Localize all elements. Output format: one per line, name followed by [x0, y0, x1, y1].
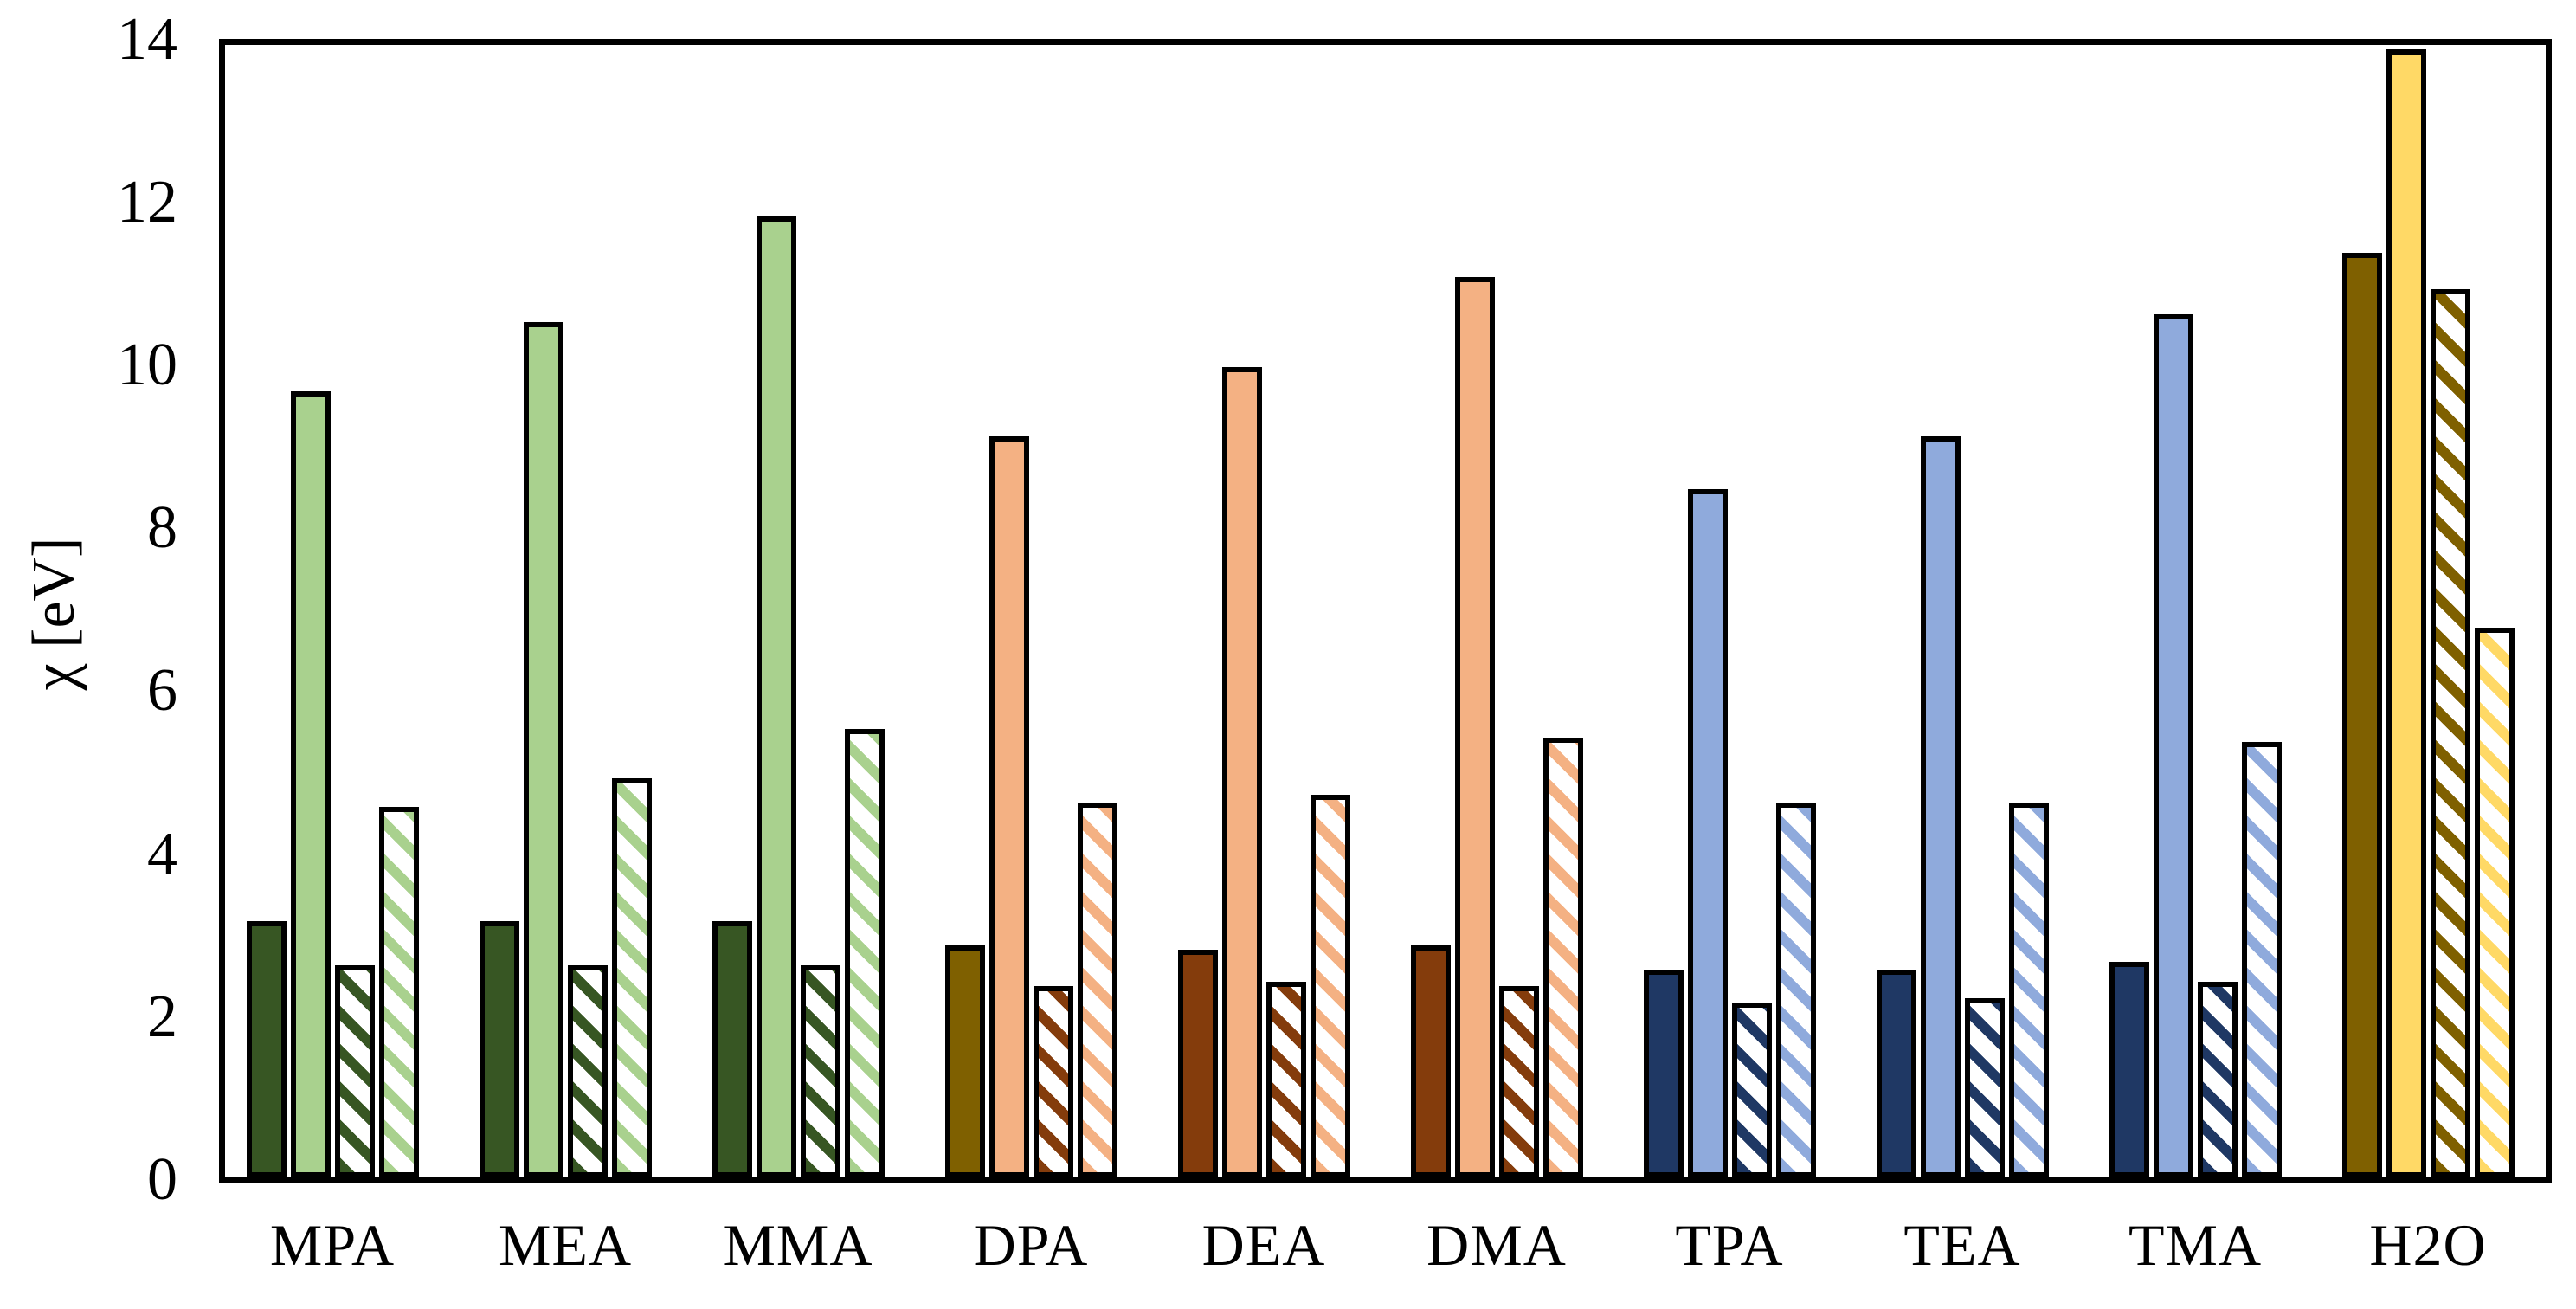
bar-h2o-dark-hatched — [2430, 289, 2470, 1177]
bar-mpa-light-solid — [290, 391, 331, 1177]
bar-h2o-light-hatched — [2474, 628, 2515, 1177]
bar-dpa-light-solid — [989, 436, 1029, 1177]
y-tick-label-14: 14 — [117, 6, 177, 73]
x-category-label-dpa: DPA — [973, 1212, 1089, 1278]
bar-dpa-dark-solid — [944, 945, 985, 1177]
x-category-label-dea: DEA — [1201, 1212, 1326, 1278]
y-tick-label-0: 0 — [147, 1146, 177, 1213]
bar-tma-dark-solid — [2109, 962, 2149, 1177]
bar-mpa-dark-solid — [246, 921, 287, 1177]
y-tick-label-12: 12 — [117, 169, 177, 235]
bar-mma-light-hatched — [844, 729, 885, 1177]
bar-tea-dark-hatched — [1964, 998, 2005, 1177]
bar-dea-light-solid — [1221, 367, 1262, 1177]
bar-tpa-dark-hatched — [1731, 1003, 1772, 1177]
bar-dma-light-solid — [1454, 277, 1495, 1177]
y-tick-label-6: 6 — [147, 657, 177, 724]
bar-tpa-light-hatched — [1775, 803, 1816, 1177]
bar-mea-dark-solid — [479, 921, 519, 1177]
bar-mpa-dark-hatched — [334, 965, 375, 1177]
y-tick-label-2: 2 — [147, 983, 177, 1050]
x-category-label-tea: TEA — [1903, 1212, 2021, 1278]
bar-dea-dark-hatched — [1265, 982, 1306, 1177]
bar-dma-light-hatched — [1542, 738, 1583, 1177]
bar-tea-light-solid — [1920, 436, 1961, 1177]
y-tick-label-4: 4 — [147, 821, 177, 887]
bar-mea-dark-hatched — [567, 965, 608, 1177]
bar-mma-dark-hatched — [800, 965, 840, 1177]
bar-h2o-light-solid — [2386, 49, 2426, 1177]
x-category-label-tpa: TPA — [1675, 1212, 1784, 1278]
bar-tma-light-solid — [2153, 314, 2193, 1177]
bar-tma-light-hatched — [2241, 742, 2282, 1177]
bar-dea-light-hatched — [1310, 795, 1350, 1177]
x-category-label-tma: TMA — [2128, 1212, 2263, 1278]
x-category-label-dma: DMA — [1426, 1212, 1567, 1278]
bar-mma-dark-solid — [712, 921, 752, 1177]
plot-area — [219, 39, 2552, 1183]
x-category-label-h2o: H2O — [2369, 1212, 2487, 1278]
x-category-label-mea: MEA — [498, 1212, 633, 1278]
y-tick-label-10: 10 — [117, 332, 177, 398]
bar-mma-light-solid — [756, 216, 796, 1177]
bar-dma-dark-hatched — [1498, 986, 1539, 1177]
x-category-label-mpa: MPA — [269, 1212, 396, 1278]
bar-dpa-dark-hatched — [1033, 986, 1073, 1177]
bar-tma-dark-hatched — [2197, 982, 2238, 1177]
bar-tpa-light-solid — [1687, 489, 1728, 1177]
bar-tea-light-hatched — [2008, 803, 2049, 1177]
bar-mea-light-hatched — [611, 778, 652, 1177]
x-category-label-mma: MMA — [723, 1212, 873, 1278]
bar-tpa-dark-solid — [1643, 970, 1684, 1177]
bar-dpa-light-hatched — [1077, 803, 1117, 1177]
y-tick-label-8: 8 — [147, 494, 177, 561]
bar-mpa-light-hatched — [378, 807, 419, 1177]
bar-h2o-dark-solid — [2341, 253, 2382, 1177]
bar-dea-dark-solid — [1177, 950, 1218, 1177]
bar-dma-dark-solid — [1410, 945, 1451, 1177]
bar-tea-dark-solid — [1876, 970, 1916, 1177]
bar-mea-light-solid — [523, 322, 564, 1177]
